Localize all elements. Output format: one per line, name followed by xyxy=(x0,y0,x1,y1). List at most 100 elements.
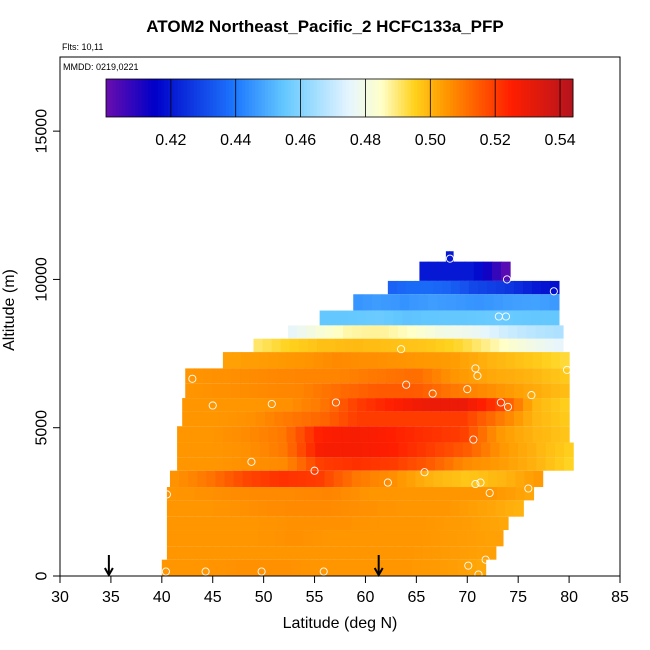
heatmap-cell-5-0 xyxy=(288,325,298,339)
heatmap-cell-17-28 xyxy=(422,500,433,517)
colorbar-segment-107 xyxy=(453,79,457,117)
chart-title: ATOM2 Northeast_Pacific_2 HCFC133a_PFP xyxy=(146,17,504,36)
heatmap-cell-2-1 xyxy=(396,280,407,295)
colorbar-segment-88 xyxy=(391,79,396,117)
heatmap-cell-17-17 xyxy=(322,500,332,517)
heatmap-cell-12-35 xyxy=(496,426,506,443)
heatmap-cell-17-1 xyxy=(176,500,186,517)
heatmap-cell-6-0 xyxy=(253,338,264,353)
heatmap-cell-17-27 xyxy=(413,500,424,517)
heatmap-cell-20-25 xyxy=(395,546,406,560)
heatmap-cell-9-32 xyxy=(477,383,488,399)
heatmap-cell-18-29 xyxy=(434,516,445,531)
heatmap-cell-17-7 xyxy=(230,500,241,517)
colorbar-segment-138 xyxy=(553,79,558,117)
heatmap-cell-15-0 xyxy=(169,470,180,488)
heatmap-cell-4-16 xyxy=(466,310,477,326)
heatmap-cell-13-40 xyxy=(545,442,556,458)
heatmap-cell-12-15 xyxy=(313,426,324,443)
heatmap-cell-19-10 xyxy=(257,530,268,547)
heatmap-cell-17-31 xyxy=(450,500,460,517)
heatmap-cell-10-28 xyxy=(440,398,450,412)
heatmap-cell-12-30 xyxy=(450,426,461,443)
heatmap-cell-4-23 xyxy=(531,310,542,326)
heatmap-cell-20-18 xyxy=(331,546,342,560)
heatmap-cell-14-15 xyxy=(315,457,326,471)
heatmap-cell-10-29 xyxy=(449,398,460,412)
heatmap-cell-14-6 xyxy=(232,457,243,471)
heatmap-cell-19-9 xyxy=(248,530,259,547)
colorbar-segment-137 xyxy=(550,79,555,117)
colorbar-segment-2 xyxy=(112,79,117,117)
colorbar-segment-63 xyxy=(310,79,315,117)
heatmap-cell-18-15 xyxy=(305,516,316,531)
heatmap-cell-8-27 xyxy=(432,368,442,384)
heatmap-cell-8-2 xyxy=(203,368,214,384)
heatmap-cell-9-35 xyxy=(505,383,515,399)
heatmap-cell-17-16 xyxy=(313,500,323,517)
heatmap-cell-8-28 xyxy=(441,368,451,384)
heatmap-cell-18-11 xyxy=(268,516,279,531)
heatmap-cell-15-16 xyxy=(315,470,326,488)
heatmap-cell-3-19 xyxy=(530,294,541,311)
heatmap-cell-19-25 xyxy=(393,530,404,547)
heatmap-cell-16-14 xyxy=(295,487,305,501)
heatmap-cell-14-4 xyxy=(213,457,224,471)
heatmap-cell-16-37 xyxy=(505,487,516,501)
x-tick-label-9: 75 xyxy=(509,589,527,606)
heatmap-cell-19-24 xyxy=(384,530,395,547)
heatmap-cell-8-16 xyxy=(331,368,342,384)
heatmap-cell-11-40 xyxy=(550,411,561,427)
heatmap-cell-11-6 xyxy=(237,411,248,427)
heatmap-cell-16-19 xyxy=(341,487,351,501)
heatmap-cell-15-13 xyxy=(288,470,298,488)
heatmap-cell-17-38 xyxy=(514,500,524,517)
heatmap-cell-21-5 xyxy=(208,559,218,576)
heatmap-cell-13-22 xyxy=(379,442,390,458)
heatmap-cell-17-26 xyxy=(404,500,415,517)
heatmap-cell-6-5 xyxy=(298,338,309,353)
heatmap-cell-10-15 xyxy=(320,398,331,412)
sample-point-0 xyxy=(445,254,455,263)
heatmap-cell-14-23 xyxy=(388,457,399,471)
colorbar-segment-65 xyxy=(316,79,321,117)
heatmap-cell-8-31 xyxy=(468,368,479,384)
heatmap-cell-1-5 xyxy=(464,261,475,281)
colorbar-segment-79 xyxy=(362,79,366,117)
heatmap-cell-3-4 xyxy=(390,294,401,311)
colorbar-segment-10 xyxy=(138,79,143,117)
heatmap-cell-18-20 xyxy=(351,516,362,531)
heatmap-cell-9-17 xyxy=(340,383,351,399)
sample-point-28 xyxy=(162,490,171,499)
heatmap-cell-12-11 xyxy=(277,426,288,443)
colorbar-segment-37 xyxy=(225,79,230,117)
heatmap-cell-14-5 xyxy=(223,457,233,471)
heatmap-cell-2-0 xyxy=(387,280,398,295)
colorbar-segment-68 xyxy=(326,79,331,117)
heatmap-cell-9-6 xyxy=(240,383,250,399)
heatmap-cell-13-35 xyxy=(499,442,510,458)
heatmap-cell-21-33 xyxy=(467,559,477,576)
heatmap-cell-11-38 xyxy=(532,411,543,427)
heatmap-cell-10-3 xyxy=(209,398,220,412)
heatmap-cell-15-19 xyxy=(342,470,353,488)
heatmap-cell-20-12 xyxy=(276,546,287,560)
heatmap-cell-7-6 xyxy=(277,352,288,369)
sample-point-15 xyxy=(267,399,276,409)
heatmap-cell-4-7 xyxy=(384,310,394,326)
heatmap-cell-5-3 xyxy=(315,325,326,339)
heatmap-cell-14-31 xyxy=(462,457,473,471)
heatmap-cell-5-10 xyxy=(379,325,390,339)
heatmap-cell-5-26 xyxy=(526,325,537,339)
heatmap-cell-20-23 xyxy=(377,546,387,560)
heatmap-cell-17-14 xyxy=(294,500,305,517)
heatmap-cell-21-27 xyxy=(411,559,422,576)
heatmap-cell-18-33 xyxy=(471,516,481,531)
heatmap-cell-8-12 xyxy=(294,368,305,384)
heatmap-cell-16-36 xyxy=(496,487,507,501)
heatmap-cell-12-38 xyxy=(523,426,534,443)
colorbar-segment-54 xyxy=(281,79,285,117)
heatmap-cell-15-11 xyxy=(269,470,280,488)
heatmap-cell-18-23 xyxy=(378,516,389,531)
